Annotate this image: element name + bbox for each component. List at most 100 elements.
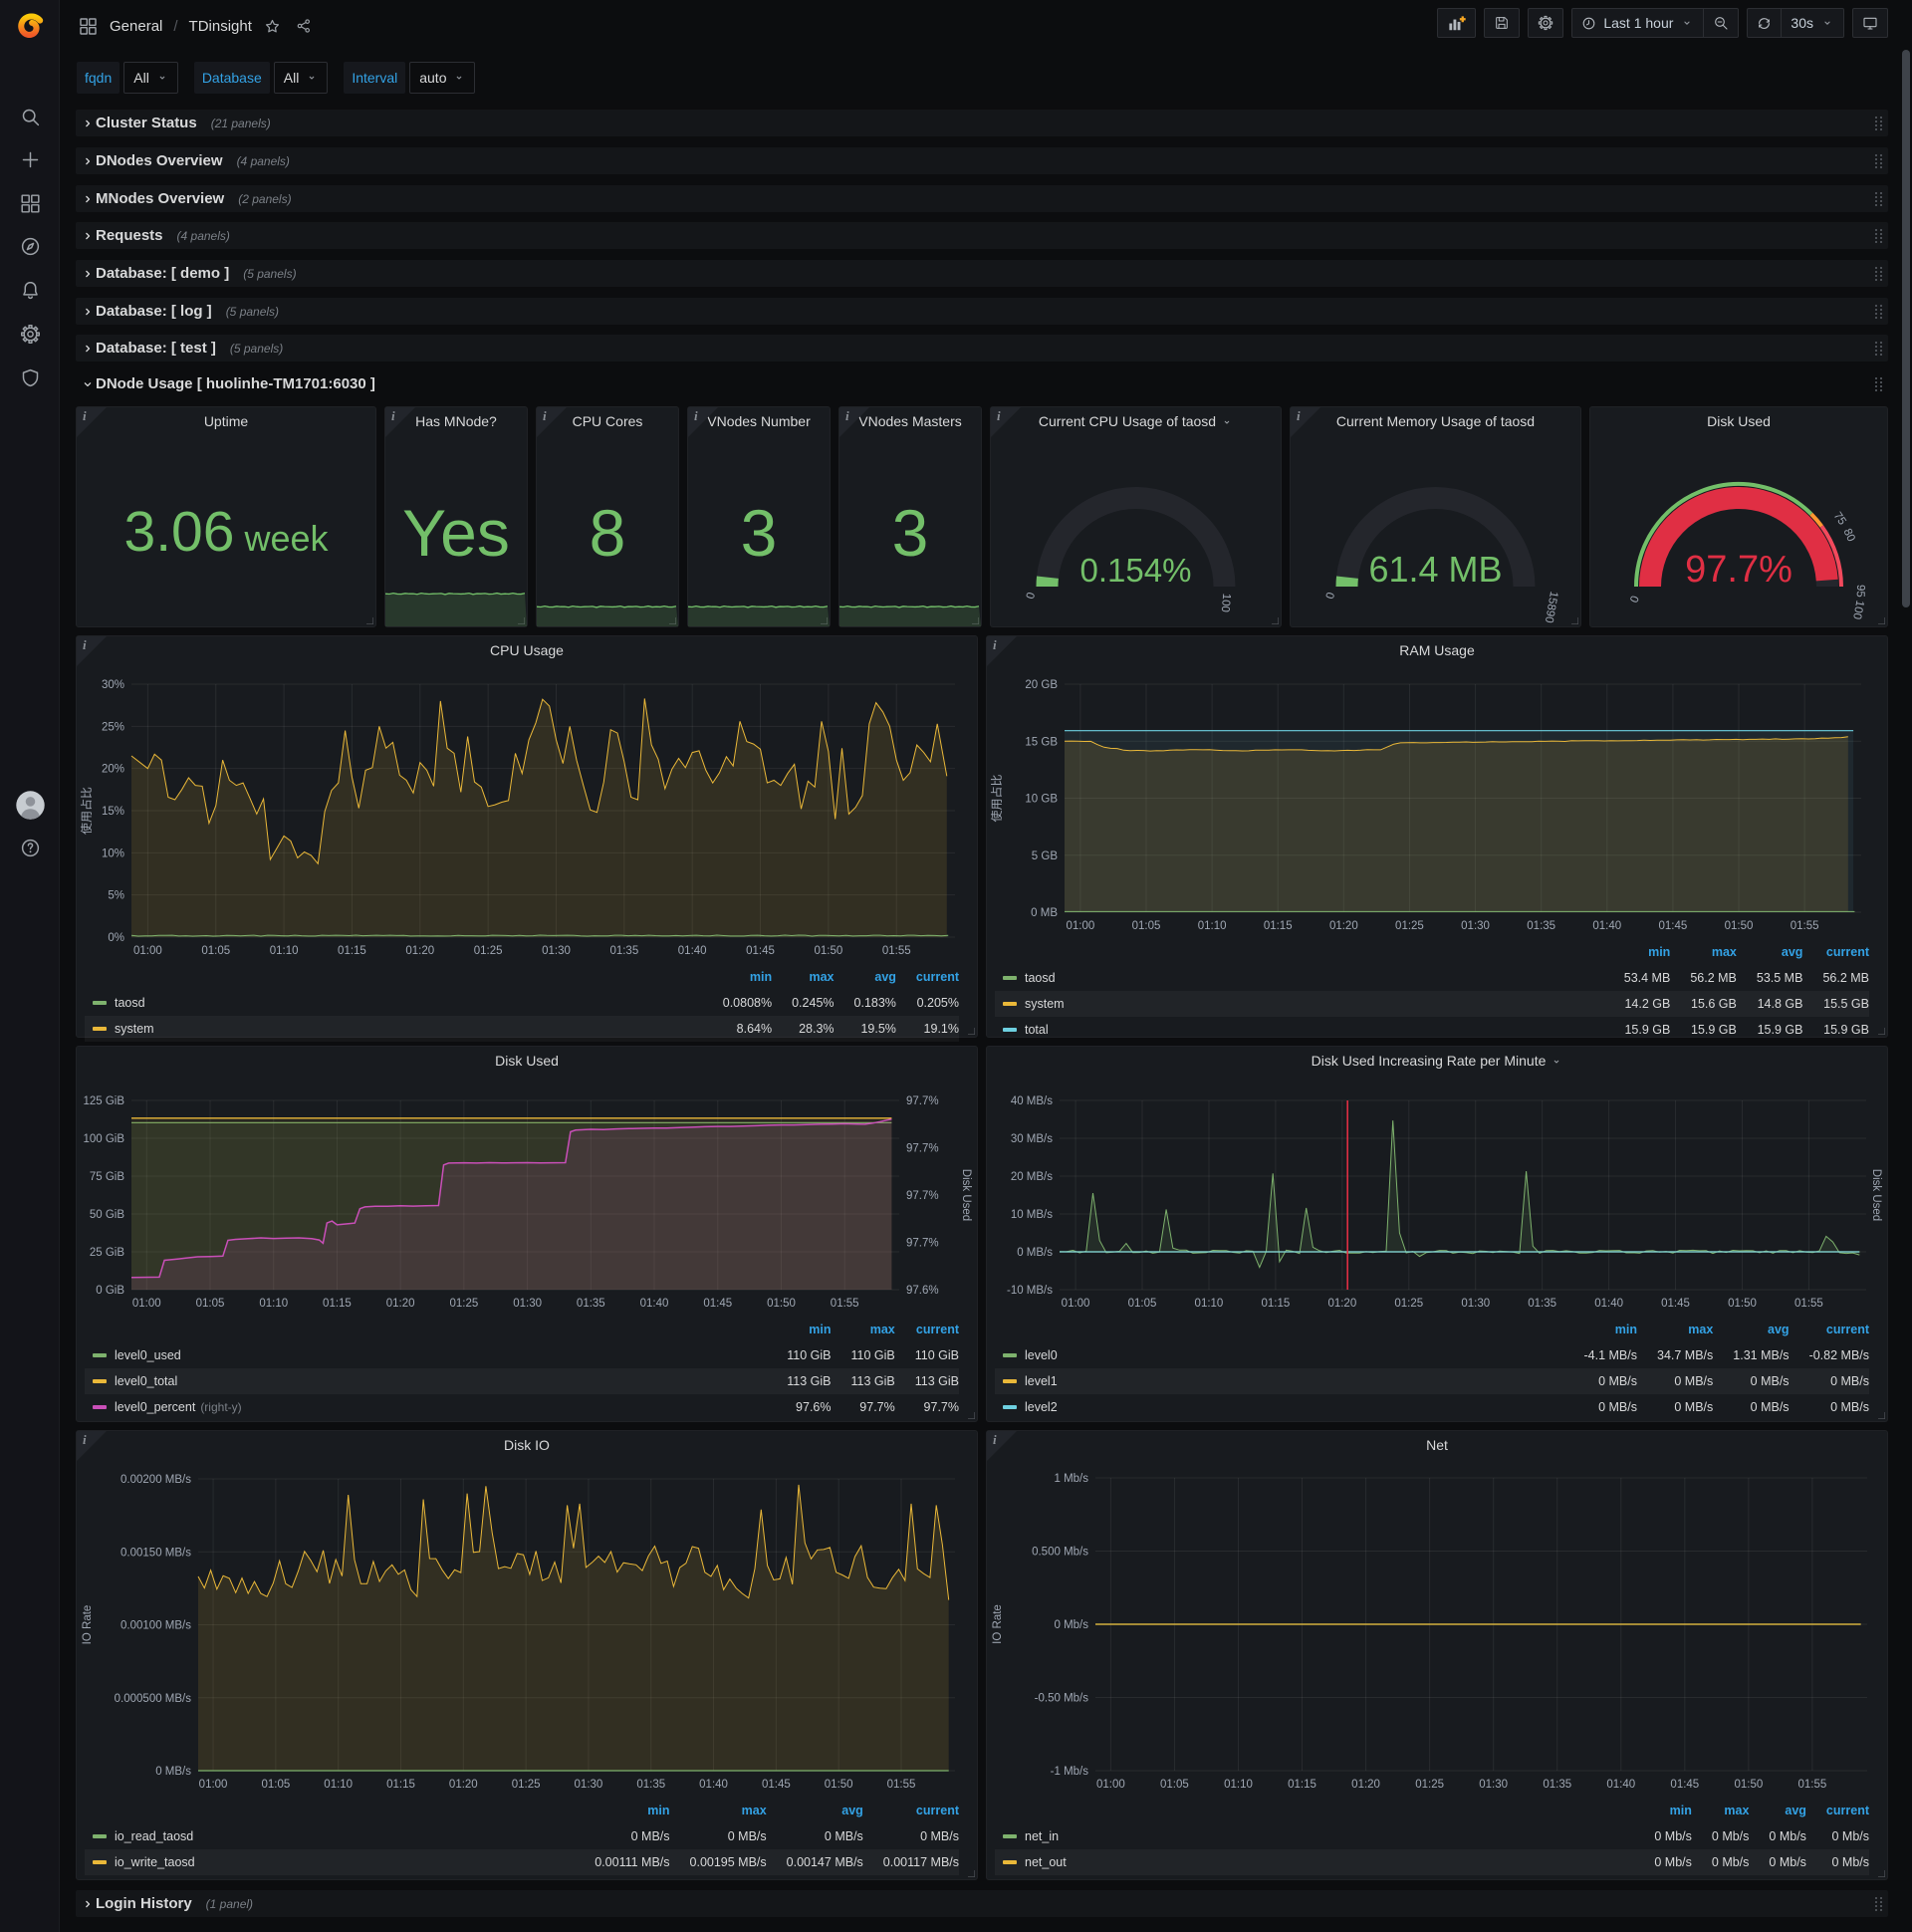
legend-series-name[interactable]: io_write_taosd [115, 1855, 195, 1869]
legend-series-name[interactable]: level1 [1025, 1374, 1058, 1388]
variable-value-Interval[interactable]: auto [409, 62, 476, 94]
panel-info-corner[interactable]: i [987, 1431, 1017, 1461]
legend-column-max[interactable]: max [741, 1804, 767, 1817]
legend-column-min[interactable]: min [1648, 945, 1671, 959]
legend-series-name[interactable]: net_out [1025, 1855, 1067, 1869]
row-title[interactable]: MNodes Overview [96, 190, 225, 207]
row-login-history[interactable]: Login History (1 panel) [76, 1890, 1888, 1917]
row-drag-handle[interactable] [1874, 191, 1884, 207]
panel-info-corner[interactable]: i [839, 407, 869, 437]
legend-column-avg[interactable]: avg [841, 1804, 863, 1817]
variable-value-fqdn[interactable]: All [123, 62, 178, 94]
row-dnode-usage-huolinhe-tm1701-6030[interactable]: DNode Usage [ huolinhe-TM1701:6030 ] [76, 370, 1888, 397]
legend-column-current[interactable]: current [915, 1804, 959, 1817]
variable-label-Interval[interactable]: Interval [344, 62, 406, 94]
row-drag-handle[interactable] [1874, 341, 1884, 357]
dashboard-settings-button[interactable] [1528, 8, 1564, 38]
panel-title[interactable]: Current CPU Usage of taosd [1038, 413, 1217, 429]
panel-title[interactable]: Disk Used [1707, 413, 1771, 429]
panel-info-corner[interactable]: i [1291, 407, 1320, 437]
panel-header-stat-vnodes-masters[interactable]: VNodes Masters [839, 407, 981, 435]
panel-info-corner[interactable]: i [77, 636, 107, 666]
legend-series-name[interactable]: level0_total [115, 1374, 178, 1388]
row-drag-handle[interactable] [1874, 1896, 1884, 1912]
panel-title[interactable]: CPU Cores [572, 413, 643, 429]
legend-series-name[interactable]: level0_used [115, 1348, 181, 1362]
row-title[interactable]: Database: [ test ] [96, 340, 216, 357]
row-title[interactable]: Cluster Status [96, 115, 197, 131]
legend-series-name[interactable]: io_read_taosd [115, 1829, 194, 1843]
legend-series-swatch[interactable] [93, 1860, 107, 1864]
create-plus-icon[interactable] [0, 141, 60, 177]
legend-series-swatch[interactable] [1003, 1405, 1017, 1409]
panel-info-corner[interactable]: i [77, 1431, 107, 1461]
legend-column-current[interactable]: current [1825, 1804, 1869, 1817]
legend-column-max[interactable]: max [809, 970, 835, 984]
search-icon[interactable] [0, 99, 60, 134]
legend-column-avg[interactable]: avg [1781, 945, 1803, 959]
panel-header-stat-vnodes-number[interactable]: VNodes Number [688, 407, 830, 435]
row-title[interactable]: Database: [ log ] [96, 303, 212, 320]
legend-column-max[interactable]: max [1724, 1804, 1750, 1817]
panel-header-stat-has-mnode[interactable]: Has MNode? [385, 407, 527, 435]
legend-series-name[interactable]: total [1025, 1023, 1049, 1037]
legend-series-swatch[interactable] [93, 1353, 107, 1357]
legend-series-name[interactable]: taosd [115, 996, 145, 1010]
row-drag-handle[interactable] [1874, 376, 1884, 392]
panel-header-stat-uptime[interactable]: Uptime [77, 407, 375, 435]
legend-column-avg[interactable]: avg [1768, 1323, 1790, 1336]
row-drag-handle[interactable] [1874, 116, 1884, 131]
configuration-gear-icon[interactable] [0, 316, 60, 352]
panel-title[interactable]: VNodes Masters [858, 413, 962, 429]
legend-column-max[interactable]: max [1688, 1323, 1714, 1336]
dashboards-icon[interactable] [0, 185, 60, 221]
panel-info-corner[interactable]: i [688, 407, 718, 437]
breadcrumb-page[interactable]: TDinsight [188, 17, 252, 35]
row-drag-handle[interactable] [1874, 228, 1884, 244]
legend-column-max[interactable]: max [869, 1323, 895, 1336]
legend-series-name[interactable]: system [1025, 997, 1065, 1011]
legend-column-max[interactable]: max [1711, 945, 1737, 959]
row-title[interactable]: Requests [96, 227, 163, 244]
legend-series-swatch[interactable] [1003, 1834, 1017, 1838]
time-picker-button[interactable]: Last 1 hour [1571, 8, 1705, 38]
row-title[interactable]: DNodes Overview [96, 152, 223, 169]
legend-series-name[interactable]: taosd [1025, 971, 1056, 985]
row-title[interactable]: Login History [96, 1895, 192, 1912]
legend-series-swatch[interactable] [1003, 1002, 1017, 1006]
panel-title[interactable]: Current Memory Usage of taosd [1335, 413, 1536, 429]
row-database-log[interactable]: Database: [ log ] (5 panels) [76, 298, 1888, 325]
row-title[interactable]: DNode Usage [ huolinhe-TM1701:6030 ] [96, 375, 375, 392]
variable-label-fqdn[interactable]: fqdn [77, 62, 120, 94]
legend-series-swatch[interactable] [1003, 1379, 1017, 1383]
dashboard-grid-icon[interactable] [76, 17, 101, 36]
server-admin-shield-icon[interactable] [0, 360, 60, 395]
legend-series-swatch[interactable] [1003, 1860, 1017, 1864]
legend-series-swatch[interactable] [93, 1405, 107, 1409]
variable-label-Database[interactable]: Database [193, 62, 270, 94]
scrollbar-thumb[interactable] [1902, 50, 1910, 607]
row-mnodes-overview[interactable]: MNodes Overview (2 panels) [76, 185, 1888, 212]
legend-series-swatch[interactable] [1003, 1028, 1017, 1032]
legend-series-swatch[interactable] [93, 1001, 107, 1005]
legend-column-avg[interactable]: avg [874, 970, 896, 984]
panel-info-corner[interactable]: i [537, 407, 567, 437]
legend-series-swatch[interactable] [93, 1834, 107, 1838]
legend-column-current[interactable]: current [1825, 1323, 1869, 1336]
share-icon[interactable] [293, 18, 315, 34]
panel-title[interactable]: Uptime [203, 413, 249, 429]
panel-header-gauge-current-cpu-usage-of-taosd[interactable]: Current CPU Usage of taosd [991, 407, 1281, 435]
legend-series-swatch[interactable] [1003, 1353, 1017, 1357]
row-database-demo[interactable]: Database: [ demo ] (5 panels) [76, 260, 1888, 287]
panel-header-graph-cpu[interactable]: CPU Usage [77, 636, 977, 664]
legend-series-name[interactable]: system [115, 1022, 154, 1036]
legend-column-min[interactable]: min [809, 1323, 832, 1336]
legend-series-swatch[interactable] [93, 1379, 107, 1383]
user-avatar[interactable] [0, 787, 60, 823]
panel-header-graph-ram[interactable]: RAM Usage [987, 636, 1887, 664]
panel-title[interactable]: VNodes Number [707, 413, 811, 429]
panel-header-graph-net[interactable]: Net [987, 1431, 1887, 1459]
row-title[interactable]: Database: [ demo ] [96, 265, 230, 282]
legend-column-min[interactable]: min [647, 1804, 670, 1817]
legend-column-min[interactable]: min [1614, 1323, 1637, 1336]
